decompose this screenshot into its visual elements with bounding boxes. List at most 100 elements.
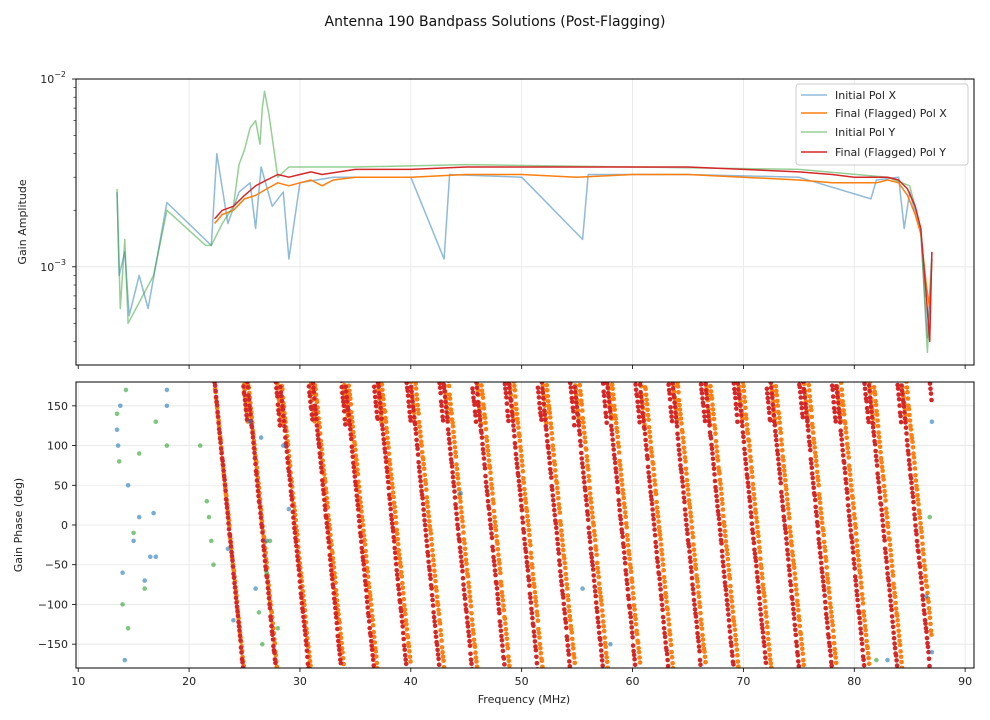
phase-point-final-flagged-pol-y	[849, 539, 855, 545]
phase-point-final-flagged-pol-x	[825, 576, 830, 581]
phase-point-final-flagged-pol-x	[778, 430, 784, 436]
phase-point-final-flagged-pol-x	[413, 386, 419, 391]
phase-point-final-flagged-pol-y	[322, 497, 327, 503]
phase-point-final-flagged-pol-x	[559, 528, 564, 533]
phase-point-final-flagged-pol-y	[285, 460, 291, 466]
phase-point-final-flagged-pol-y	[288, 489, 294, 494]
phase-point-final-flagged-pol-x	[790, 549, 795, 554]
phase-point-final-flagged-pol-y	[605, 385, 610, 391]
phase-point-final-flagged-pol-x	[846, 463, 852, 469]
phase-point-final-flagged-pol-y	[554, 525, 559, 531]
phase-point-final-flagged-pol-x	[849, 488, 854, 493]
phase-ytick-label: 100	[47, 440, 68, 453]
phase-point-final-flagged-pol-y	[281, 418, 287, 424]
phase-point-final-flagged-pol-y	[765, 391, 770, 396]
phase-point-final-flagged-pol-x	[433, 578, 438, 584]
phase-point-final-flagged-pol-x	[514, 411, 520, 417]
phase-point-final-flagged-pol-x	[741, 383, 746, 389]
phase-point-final-flagged-pol-y	[452, 495, 458, 500]
phase-point-final-flagged-pol-y	[628, 620, 634, 625]
phase-point-final-flagged-pol-x	[815, 474, 820, 480]
phase-point-final-flagged-pol-y	[574, 404, 580, 410]
phase-point-final-flagged-pol-x	[597, 590, 603, 595]
phase-point-final-flagged-pol-y	[362, 573, 368, 578]
phase-point-final-flagged-pol-x	[649, 453, 655, 459]
phase-point-final-flagged-pol-x	[847, 472, 853, 477]
phase-point-final-flagged-pol-y	[215, 414, 221, 419]
phase-point-final-flagged-pol-y	[629, 625, 634, 630]
phase-point-final-flagged-pol-x	[580, 408, 585, 413]
phase-point-final-flagged-pol-y	[491, 558, 497, 564]
phase-point-final-flagged-pol-y	[298, 591, 304, 597]
phase-point-final-flagged-pol-x	[644, 401, 650, 407]
phase-point-final-flagged-pol-y	[353, 483, 359, 488]
phase-point-final-flagged-pol-y	[507, 385, 512, 391]
amplitude-series-line-final-flagged-pol-x	[214, 173, 933, 310]
phase-point-final-flagged-pol-y	[585, 517, 591, 523]
phase-point-final-flagged-pol-y	[464, 609, 469, 614]
phase-ytick-label: 50	[54, 479, 68, 492]
phase-ytick-label: −50	[45, 559, 68, 572]
phase-point-final-flagged-pol-y	[253, 461, 258, 467]
phase-point-final-flagged-pol-x	[479, 388, 485, 394]
phase-point-final-flagged-pol-y	[527, 583, 532, 588]
phase-point-final-flagged-pol-x	[736, 664, 741, 668]
phase-point-initial-pol-x	[258, 435, 264, 440]
phase-point-final-flagged-pol-y	[715, 508, 721, 514]
phase-point-final-flagged-pol-y	[221, 468, 226, 473]
phase-point-final-flagged-pol-x	[490, 491, 495, 496]
phase-xtick-label: 80	[847, 675, 861, 688]
phase-point-final-flagged-pol-y	[884, 559, 889, 564]
phase-point-final-flagged-pol-y	[733, 395, 738, 401]
phase-point-final-flagged-pol-x	[719, 491, 724, 497]
phase-point-final-flagged-pol-y	[587, 539, 593, 545]
phase-point-final-flagged-pol-y	[611, 447, 616, 452]
phase-point-final-flagged-pol-y	[887, 593, 893, 598]
phase-point-final-flagged-pol-x	[651, 472, 657, 478]
phase-point-final-flagged-pol-y	[267, 602, 272, 607]
phase-point-final-flagged-pol-x	[670, 665, 676, 668]
phase-point-final-flagged-pol-y	[375, 416, 381, 422]
phase-point-final-flagged-pol-y	[664, 647, 669, 653]
phase-point-final-flagged-pol-y	[927, 382, 933, 386]
phase-point-final-flagged-pol-x	[856, 563, 862, 568]
phase-point-final-flagged-pol-y	[694, 624, 700, 630]
phase-point-final-flagged-pol-x	[910, 439, 915, 445]
phase-point-final-flagged-pol-x	[819, 520, 825, 526]
phase-point-final-flagged-pol-y	[467, 643, 473, 649]
phase-point-final-flagged-pol-y	[343, 422, 348, 427]
phase-point-final-flagged-pol-y	[712, 472, 717, 477]
phase-point-final-flagged-pol-x	[397, 556, 403, 561]
phase-point-final-flagged-pol-x	[683, 466, 689, 472]
phase-point-final-flagged-pol-x	[929, 632, 934, 637]
phase-point-final-flagged-pol-y	[463, 602, 468, 608]
phase-point-final-flagged-pol-y	[675, 436, 681, 441]
phase-point-final-flagged-pol-y	[285, 455, 290, 461]
phase-point-final-flagged-pol-x	[688, 510, 693, 515]
phase-point-final-flagged-pol-x	[368, 597, 374, 602]
phase-point-final-flagged-pol-y	[870, 420, 875, 426]
phase-point-final-flagged-pol-x	[455, 471, 460, 477]
phase-point-final-flagged-pol-y	[765, 395, 771, 401]
phase-point-final-flagged-pol-y	[793, 627, 798, 633]
phase-point-final-flagged-pol-x	[769, 665, 774, 668]
phase-point-final-flagged-pol-y	[693, 614, 699, 619]
phase-point-final-flagged-pol-x	[380, 387, 385, 393]
phase-point-final-flagged-pol-x	[733, 637, 739, 643]
phase-point-final-flagged-pol-y	[840, 453, 846, 458]
phase-point-final-flagged-pol-y	[234, 604, 240, 610]
phase-point-final-flagged-pol-y	[813, 504, 818, 510]
phase-point-final-flagged-pol-y	[614, 475, 619, 480]
phase-point-final-flagged-pol-x	[450, 420, 455, 425]
phase-point-final-flagged-pol-y	[368, 633, 374, 638]
phase-point-final-flagged-pol-x	[926, 599, 931, 605]
phase-point-initial-pol-x	[125, 483, 131, 488]
phase-point-final-flagged-pol-x	[595, 565, 600, 571]
phase-point-final-flagged-pol-x	[503, 626, 509, 632]
phase-point-final-flagged-pol-x	[898, 654, 904, 660]
phase-point-final-flagged-pol-y	[274, 385, 279, 391]
phase-point-final-flagged-pol-x	[392, 504, 398, 510]
phase-point-final-flagged-pol-y	[590, 567, 596, 572]
phase-point-final-flagged-pol-y	[502, 662, 507, 667]
phase-point-final-flagged-pol-y	[444, 410, 449, 415]
